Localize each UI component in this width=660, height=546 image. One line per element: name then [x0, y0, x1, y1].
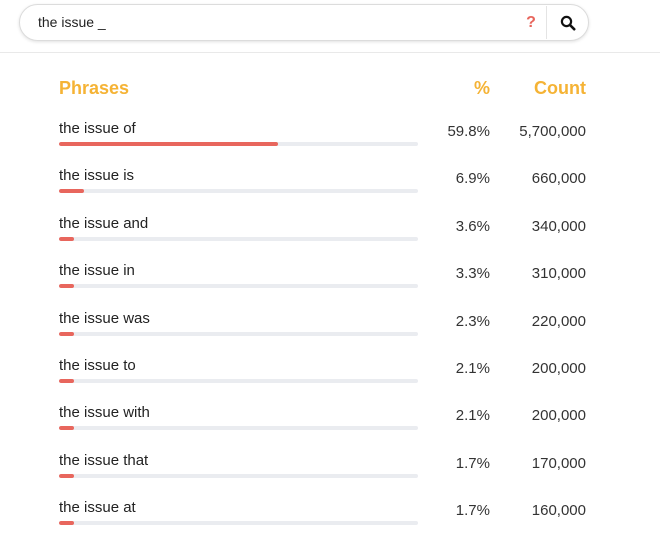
- percent-value: 2.1%: [455, 407, 490, 424]
- frequency-bar-fill: [59, 142, 278, 146]
- top-bar: ?: [0, 0, 660, 53]
- frequency-bar-track: [59, 426, 418, 430]
- column-header-percent: %: [473, 78, 490, 98]
- frequency-bar-fill: [59, 237, 74, 241]
- search-divider: [546, 6, 547, 39]
- search-box: ?: [19, 4, 589, 41]
- frequency-bar-track: [59, 237, 418, 241]
- count-value: 160,000: [531, 502, 586, 519]
- count-value: 660,000: [531, 170, 586, 187]
- search-icon: [560, 15, 576, 30]
- help-button[interactable]: ?: [526, 13, 536, 31]
- frequency-bar-fill: [59, 521, 74, 525]
- count-value: 310,000: [531, 265, 586, 282]
- count-value: 200,000: [531, 407, 586, 424]
- frequency-bar-track: [59, 332, 418, 336]
- frequency-bar-fill: [59, 284, 74, 288]
- frequency-bar-track: [59, 521, 418, 525]
- phrase-text[interactable]: the issue that: [59, 452, 149, 469]
- column-header-phrases: Phrases: [59, 78, 130, 98]
- phrase-text[interactable]: the issue in: [59, 262, 135, 279]
- phrase-text[interactable]: the issue to: [59, 357, 136, 374]
- column-header-count: Count: [534, 78, 586, 98]
- frequency-bar-track: [59, 189, 418, 193]
- phrase-text[interactable]: the issue of: [59, 120, 136, 137]
- search-input[interactable]: [38, 5, 508, 40]
- percent-value: 6.9%: [455, 170, 490, 187]
- frequency-bar-track: [59, 284, 418, 288]
- result-row[interactable]: the issue that 1.7% 170,000: [0, 452, 660, 499]
- frequency-bar-fill: [59, 332, 74, 336]
- phrase-text[interactable]: the issue at: [59, 499, 136, 516]
- result-row[interactable]: the issue in 3.3% 310,000: [0, 262, 660, 309]
- frequency-bar-track: [59, 142, 418, 146]
- percent-value: 2.3%: [455, 313, 490, 330]
- result-row[interactable]: the issue at 1.7% 160,000: [0, 499, 660, 546]
- result-row[interactable]: the issue with 2.1% 200,000: [0, 404, 660, 451]
- percent-value: 3.3%: [455, 265, 490, 282]
- phrase-text[interactable]: the issue and: [59, 215, 149, 232]
- count-value: 5,700,000: [519, 123, 586, 140]
- result-row[interactable]: the issue to 2.1% 200,000: [0, 357, 660, 404]
- count-value: 200,000: [531, 360, 586, 377]
- frequency-bar-fill: [59, 379, 74, 383]
- phrase-text[interactable]: the issue with: [59, 404, 150, 421]
- result-row[interactable]: the issue and 3.6% 340,000: [0, 215, 660, 262]
- count-value: 170,000: [531, 455, 586, 472]
- frequency-bar-fill: [59, 474, 74, 478]
- result-row[interactable]: the issue of 59.8% 5,700,000: [0, 120, 660, 167]
- percent-value: 3.6%: [455, 218, 490, 235]
- count-value: 340,000: [531, 218, 586, 235]
- frequency-bar-track: [59, 379, 418, 383]
- count-value: 220,000: [531, 313, 586, 330]
- frequency-bar-track: [59, 474, 418, 478]
- result-row[interactable]: the issue is 6.9% 660,000: [0, 167, 660, 214]
- phrase-text[interactable]: the issue was: [59, 310, 150, 327]
- result-row[interactable]: the issue was 2.3% 220,000: [0, 310, 660, 357]
- percent-value: 1.7%: [455, 502, 490, 519]
- percent-value: 59.8%: [447, 123, 490, 140]
- frequency-bar-fill: [59, 189, 84, 193]
- percent-value: 2.1%: [455, 360, 490, 377]
- frequency-bar-fill: [59, 426, 74, 430]
- percent-value: 1.7%: [455, 455, 490, 472]
- search-button[interactable]: [547, 5, 589, 40]
- phrase-text[interactable]: the issue is: [59, 167, 135, 184]
